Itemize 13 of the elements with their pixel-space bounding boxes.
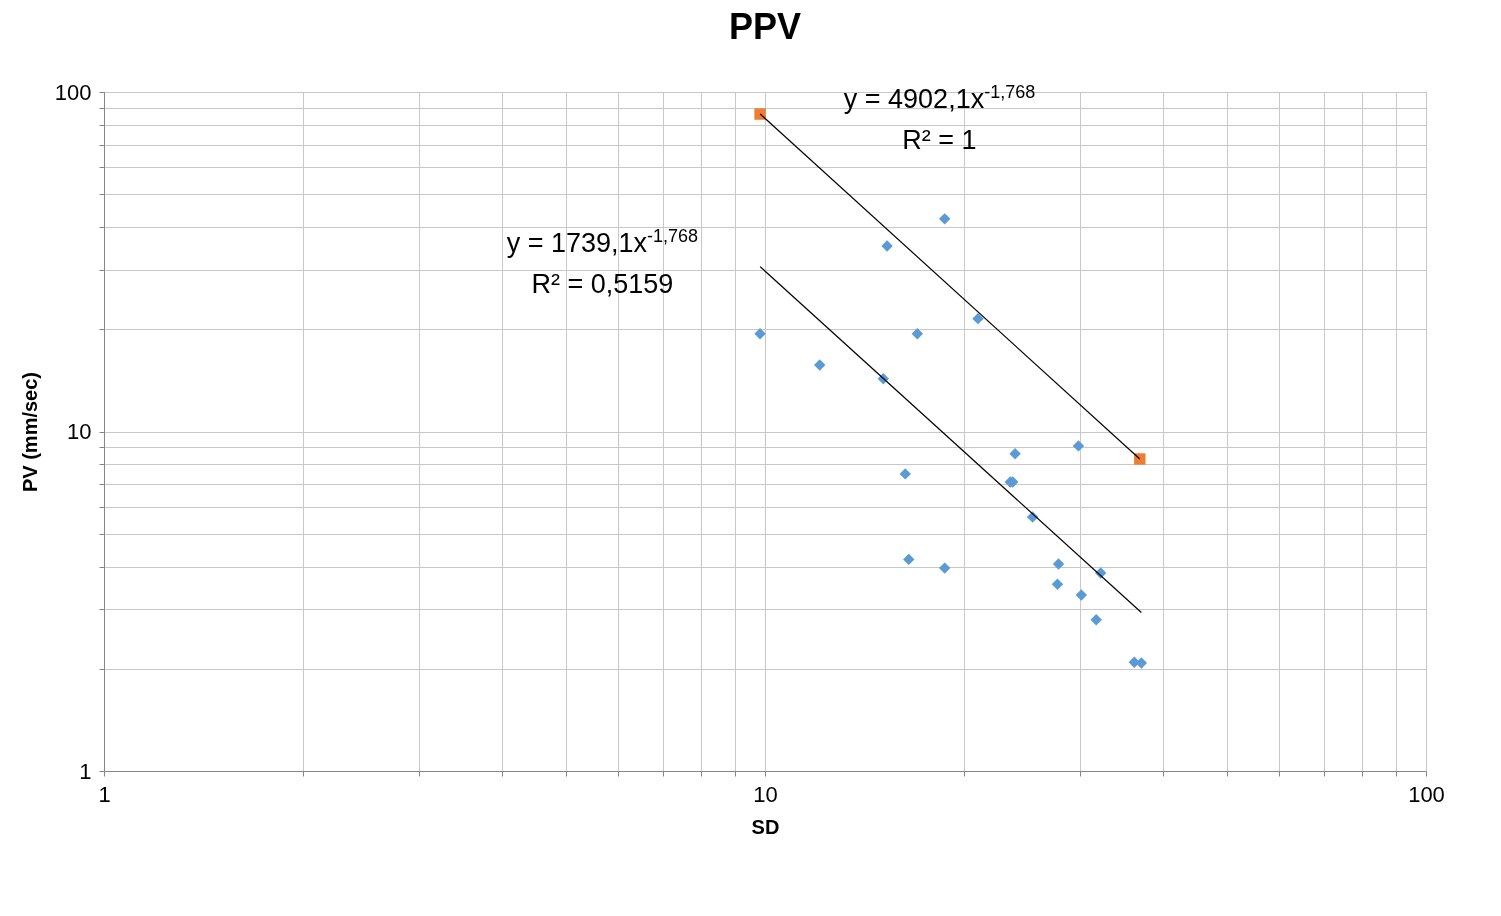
x-tick-label: 10	[753, 781, 778, 807]
annotation: R² = 0,5159	[531, 268, 674, 299]
y-tick-label: 10	[67, 419, 92, 444]
chart-title: PPV	[728, 6, 802, 47]
annotation: R² = 1	[902, 124, 977, 155]
annotation: y = 1739,1x$^{-1,768}$	[506, 226, 699, 259]
x-axis-title: SD	[751, 815, 780, 838]
y-axis-title: PV (mm/sec)	[18, 371, 41, 493]
x-tick-label: 1	[98, 781, 111, 807]
y-tick-label: 1	[79, 758, 92, 784]
annotation: y = 4902,1x$^{-1,768}$	[843, 82, 1036, 115]
y-tick-label: 100	[54, 79, 92, 105]
x-tick-label: 100	[1408, 781, 1445, 807]
